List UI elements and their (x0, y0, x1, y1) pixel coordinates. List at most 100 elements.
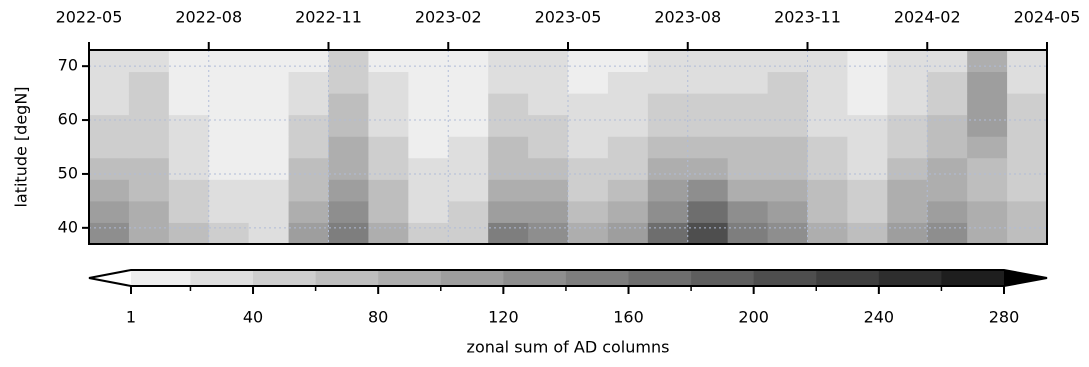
heatmap-cell (687, 136, 729, 159)
heatmap-cell (727, 179, 769, 202)
heatmap-cell (568, 157, 609, 180)
heatmap-cell (887, 179, 928, 202)
colorbar-bin (131, 270, 191, 286)
heatmap-cell (847, 93, 888, 116)
heatmap-cell (168, 200, 210, 223)
heatmap-cell (687, 71, 729, 94)
colorbar-bin (440, 270, 504, 286)
colorbar-tick-label: 40 (243, 308, 263, 327)
heatmap-cell (1007, 136, 1048, 159)
colorbar-bin (503, 270, 567, 286)
colorbar-bin (190, 270, 254, 286)
heatmap-cell (288, 222, 329, 245)
heatmap-cell (607, 157, 649, 180)
heatmap-cell (168, 71, 210, 94)
heatmap-cell (168, 93, 210, 116)
heatmap-cell (248, 200, 290, 223)
heatmap-cell (488, 114, 529, 137)
heatmap-cell (727, 136, 769, 159)
y-tick-label: 70 (58, 56, 78, 75)
heatmap-cell (807, 136, 848, 159)
heatmap-cell (927, 136, 968, 159)
heatmap-cell (368, 136, 409, 159)
heatmap-cell (528, 114, 569, 137)
heatmap-cell (847, 136, 888, 159)
y-tick-label: 50 (58, 163, 78, 182)
heatmap-cell (528, 222, 569, 245)
heatmap-cell (288, 157, 329, 180)
heatmap-cell (687, 114, 729, 137)
heatmap-cell (89, 200, 130, 223)
heatmap-cell (408, 50, 449, 73)
heatmap-cell (328, 50, 369, 73)
heatmap-cell (568, 71, 609, 94)
heatmap-cell (368, 93, 409, 116)
heatmap-cell (89, 179, 130, 202)
heatmap-cell (847, 200, 888, 223)
heatmap-cell (647, 114, 689, 137)
heatmap-cell (168, 136, 210, 159)
heatmap-cell (807, 222, 848, 245)
x-tick-label: 2024-05 (1014, 8, 1081, 27)
heatmap-cell (847, 157, 888, 180)
heatmap-cell (368, 71, 409, 94)
heatmap-cell (208, 222, 250, 245)
heatmap-cell (128, 222, 170, 245)
heatmap-cell (1007, 200, 1048, 223)
heatmap-cell (248, 114, 290, 137)
heatmap-cell (128, 179, 170, 202)
heatmap-cell (568, 200, 609, 223)
heatmap-cell (607, 222, 649, 245)
heatmap-cell (1007, 114, 1048, 137)
heatmap-cell (607, 114, 649, 137)
x-tick-label: 2023-05 (535, 8, 602, 27)
heatmap-cell (1007, 179, 1048, 202)
heatmap-cell (328, 157, 369, 180)
heatmap-cell (767, 114, 808, 137)
y-tick-label: 60 (58, 110, 78, 129)
heatmap-cell (927, 157, 968, 180)
colorbar-tick-label: 200 (738, 308, 769, 327)
heatmap-cell (368, 200, 409, 223)
colorbar-tick-label: 280 (989, 308, 1020, 327)
heatmap-cell (807, 157, 848, 180)
heatmap-cell (927, 200, 968, 223)
heatmap-cell (528, 71, 569, 94)
heatmap-cell (927, 114, 968, 137)
x-tick-label: 2023-02 (415, 8, 482, 27)
heatmap-cell (448, 50, 489, 73)
heatmap-cell (687, 157, 729, 180)
heatmap-cell (288, 136, 329, 159)
heatmap-cell (408, 71, 449, 94)
heatmap-cell (1007, 71, 1048, 94)
heatmap-cell (967, 200, 1008, 223)
heatmap-cell (927, 50, 968, 73)
heatmap-cell (887, 157, 928, 180)
heatmap-cell (248, 136, 290, 159)
heatmap-cell (927, 222, 968, 245)
heatmap-cell (488, 50, 529, 73)
colorbar-tick-label: 160 (613, 308, 644, 327)
heatmap-cell (168, 50, 210, 73)
heatmap-cell (727, 93, 769, 116)
heatmap-cell (528, 50, 569, 73)
heatmap-cell (727, 71, 769, 94)
heatmap-cell (568, 93, 609, 116)
heatmap-cell (89, 71, 130, 94)
heatmap-cell (887, 93, 928, 116)
heatmap-cell (448, 71, 489, 94)
heatmap-cell (448, 179, 489, 202)
heatmap-cell (647, 157, 689, 180)
heatmap-cell (887, 200, 928, 223)
heatmap-cell (967, 50, 1008, 73)
heatmap-cell (767, 71, 808, 94)
heatmap-cell (607, 50, 649, 73)
heatmap-cell (288, 114, 329, 137)
heatmap-cell (967, 157, 1008, 180)
heatmap-cell (528, 93, 569, 116)
heatmap-cell (887, 222, 928, 245)
heatmap-cell (727, 50, 769, 73)
heatmap-cell (128, 114, 170, 137)
heatmap-cell (328, 114, 369, 137)
